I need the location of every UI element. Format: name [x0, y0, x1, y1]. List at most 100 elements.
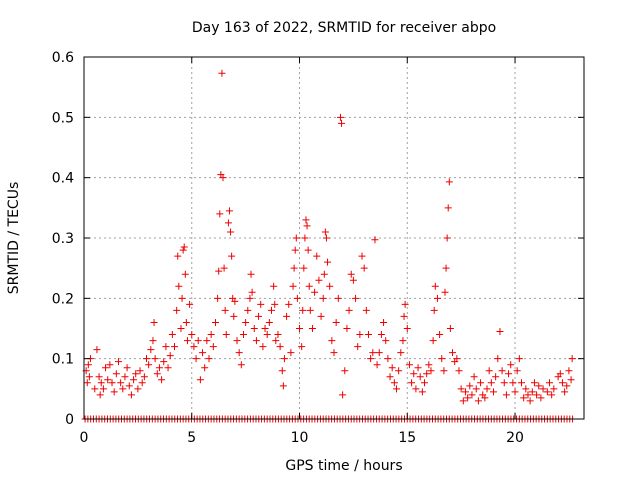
data-point — [104, 376, 112, 384]
data-point — [502, 391, 510, 399]
data-point — [235, 349, 243, 357]
data-point — [464, 394, 472, 402]
data-point — [174, 252, 182, 260]
data-point — [393, 385, 400, 393]
data-point — [441, 288, 449, 296]
data-point — [568, 355, 576, 363]
data-point — [533, 391, 541, 399]
data-point — [315, 276, 323, 284]
axis-ticks: 0 0.1 0.2 0.3 0.4 0.5 0.6 0 5 10 15 20 — [52, 50, 584, 446]
data-point — [401, 300, 409, 308]
x-tick-label: 0 — [80, 430, 89, 446]
data-point — [287, 349, 295, 357]
data-point — [211, 318, 219, 326]
data-point — [537, 394, 545, 402]
data-point — [444, 204, 452, 212]
data-point — [468, 391, 476, 399]
data-point — [320, 270, 328, 278]
data-point — [247, 270, 255, 278]
data-point — [511, 388, 519, 396]
data-point — [108, 379, 116, 387]
data-point — [328, 337, 336, 345]
data-point — [472, 385, 480, 393]
chart-title: Day 163 of 2022, SRMTID for receiver abp… — [192, 20, 496, 36]
y-tick-label: 0.4 — [52, 171, 74, 187]
data-point — [416, 373, 424, 381]
data-point — [205, 355, 213, 363]
data-point — [239, 331, 247, 339]
data-point — [321, 228, 329, 236]
data-point — [507, 361, 515, 369]
data-point — [106, 361, 114, 369]
data-point — [160, 358, 168, 366]
data-point — [257, 300, 265, 308]
data-point — [134, 385, 142, 393]
data-point — [477, 379, 485, 387]
data-point — [322, 234, 330, 242]
data-point — [397, 349, 405, 357]
data-point — [125, 382, 133, 390]
data-point — [110, 388, 118, 396]
data-point — [509, 379, 517, 387]
data-point — [399, 337, 407, 345]
data-point — [175, 282, 183, 290]
data-point — [535, 382, 543, 390]
y-tick-label: 0.6 — [52, 50, 74, 66]
data-point — [221, 306, 229, 314]
data-point — [343, 325, 351, 332]
data-point — [461, 388, 469, 396]
data-point — [132, 370, 140, 378]
data-point — [403, 325, 411, 332]
data-point — [112, 370, 120, 378]
data-point — [265, 318, 273, 326]
data-point — [317, 312, 325, 320]
data-point — [440, 367, 448, 375]
y-tick-label: 0.5 — [52, 110, 74, 126]
data-point — [218, 69, 226, 77]
data-point — [231, 297, 239, 305]
data-point — [203, 337, 211, 345]
data-point — [345, 306, 353, 314]
data-point — [526, 397, 534, 405]
data-point — [487, 379, 495, 387]
data-point — [561, 388, 569, 396]
data-point — [180, 243, 188, 251]
data-point — [306, 306, 314, 314]
data-point — [410, 370, 418, 378]
y-tick-label: 0.2 — [52, 291, 74, 307]
y-tick-label: 0.1 — [52, 352, 74, 368]
data-point — [388, 364, 396, 372]
y-tick-label: 0.3 — [52, 231, 74, 247]
data-point — [539, 385, 547, 393]
data-point — [114, 358, 122, 366]
data-point — [380, 318, 388, 326]
data-point — [162, 343, 170, 351]
data-point — [207, 331, 215, 339]
data-point — [308, 325, 316, 332]
data-point — [524, 391, 532, 399]
data-point — [149, 337, 157, 345]
data-point — [371, 236, 379, 244]
data-point — [278, 367, 286, 375]
data-point — [138, 379, 146, 387]
grid-lines — [84, 57, 584, 419]
data-point — [498, 367, 506, 375]
data-point — [457, 385, 465, 393]
data-point — [449, 349, 457, 357]
data-point — [390, 379, 398, 387]
data-point — [216, 210, 224, 218]
data-point — [354, 343, 362, 351]
data-point — [181, 270, 189, 278]
data-point — [145, 361, 153, 369]
data-point — [550, 385, 558, 393]
data-point — [263, 331, 271, 339]
data-point — [530, 379, 538, 387]
data-point — [443, 234, 451, 242]
data-point — [567, 376, 575, 384]
data-point — [436, 331, 444, 339]
data-point — [190, 343, 198, 351]
data-point — [102, 364, 110, 372]
data-point — [248, 288, 256, 296]
data-point — [214, 294, 222, 302]
